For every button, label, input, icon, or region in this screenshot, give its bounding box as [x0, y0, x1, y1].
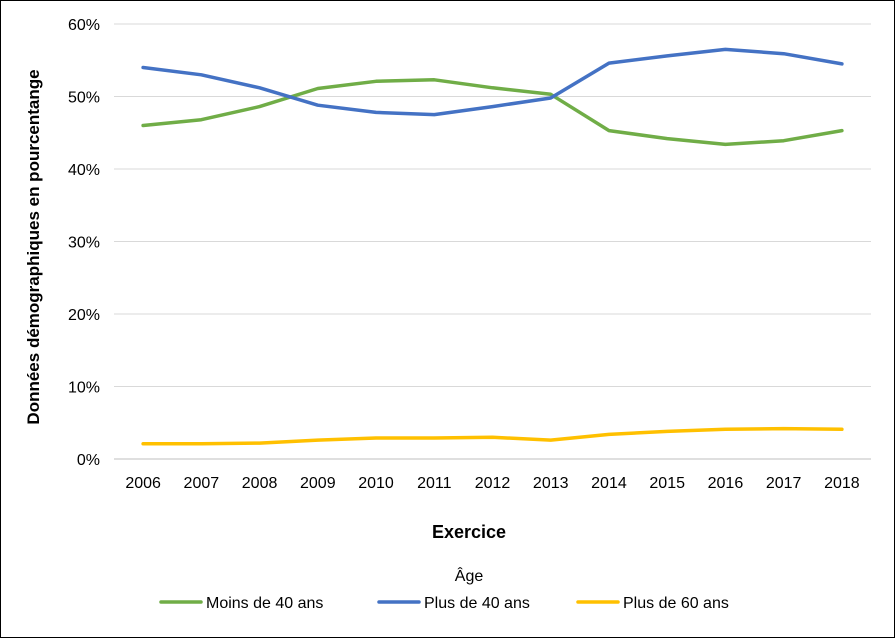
y-tick-label: 40% [68, 162, 100, 179]
series-line-3 [141, 426, 844, 446]
legend-label: Moins de 40 ans [206, 595, 323, 612]
y-tick-label: 0% [77, 452, 100, 469]
y-tick-label: 20% [68, 307, 100, 324]
series-line-1 [141, 78, 844, 147]
x-axis-label: Exercice [432, 522, 506, 542]
x-tick-label: 2016 [708, 475, 744, 492]
x-tick-label: 2007 [184, 475, 220, 492]
x-tick-label: 2017 [766, 475, 802, 492]
x-tick-label: 2018 [824, 475, 860, 492]
x-tick-label: 2010 [358, 475, 394, 492]
gridlines [114, 23, 871, 460]
x-tick-label: 2015 [649, 475, 685, 492]
legend: Moins de 40 ans Plus de 40 ans Plus de 60 … [159, 595, 729, 612]
x-tick-label: 2011 [417, 475, 452, 492]
y-axis-label: Données démographiques en pourcentange [24, 69, 43, 424]
y-tick-label: 10% [68, 380, 100, 397]
x-tick-label: 2012 [475, 475, 511, 492]
x-tick-label: 2006 [125, 475, 161, 492]
x-tick-label: 2008 [242, 475, 278, 492]
y-tick-label: 30% [68, 235, 100, 252]
series-line-2 [141, 47, 844, 117]
y-tick-label: 50% [68, 90, 100, 107]
legend-label: Plus de 40 ans [424, 595, 530, 612]
legend-title: Âge [455, 566, 484, 585]
x-tick-label: 2009 [300, 475, 336, 492]
x-tick-label: 2013 [533, 475, 569, 492]
legend-label: Plus de 60 ans [623, 595, 729, 612]
y-axis-ticks: 0% 10% 20% 30% 40% 50% 60% [68, 17, 100, 469]
x-tick-label: 2014 [591, 475, 627, 492]
x-axis-ticks: 2006 2007 2008 2009 2010 2011 2012 2013 2014 2015… [125, 475, 859, 492]
y-tick-label: 60% [68, 17, 100, 34]
series-lines [141, 47, 844, 446]
